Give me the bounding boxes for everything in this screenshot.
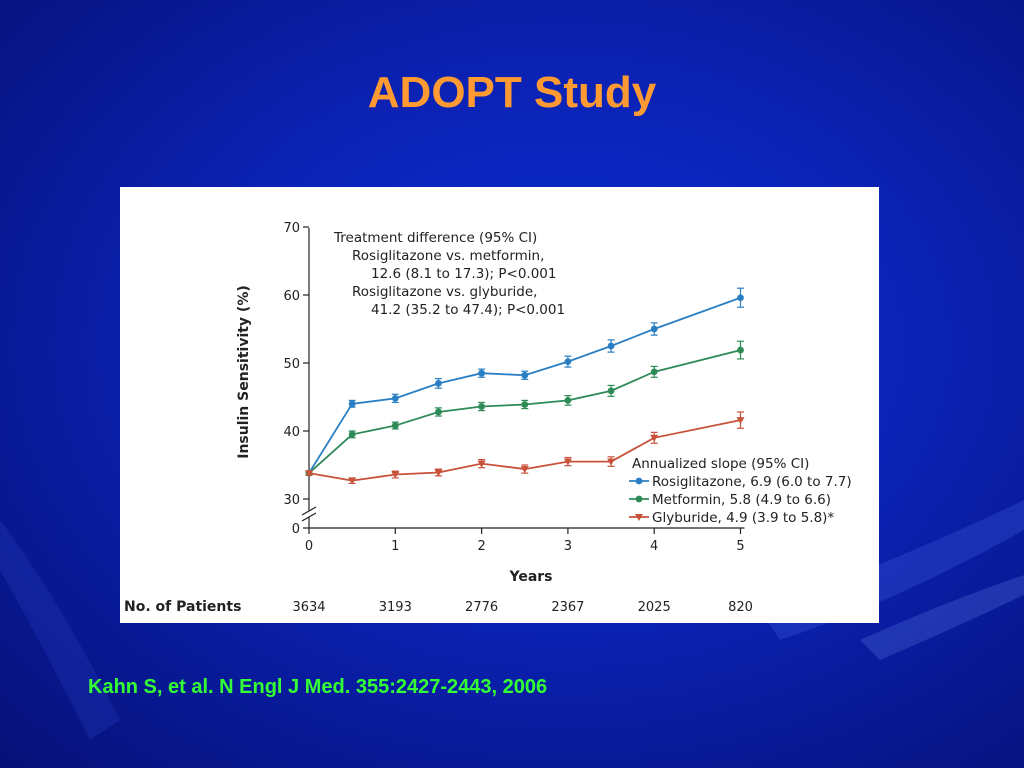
data-point	[564, 397, 572, 404]
x-tick-label: 4	[650, 539, 658, 554]
treatment-annotation-line: Treatment difference (95% CI)	[333, 230, 537, 246]
treatment-annotation-line: Rosiglitazone vs. metformin,	[352, 248, 544, 264]
data-point	[478, 369, 485, 377]
data-point	[650, 325, 658, 333]
data-point	[520, 466, 529, 474]
patients-count: 2367	[551, 600, 584, 615]
patients-count: 3634	[292, 600, 325, 615]
data-point	[434, 469, 443, 477]
y-tick-label: 30	[283, 493, 300, 508]
data-point	[305, 470, 313, 478]
x-axis-label: Years	[508, 569, 552, 585]
x-tick-label: 1	[391, 539, 399, 554]
patients-label: No. of Patients	[124, 599, 241, 615]
insulin-sensitivity-chart: 70 60 50 40 30 00 1 2 3 4 5 Years Insulin Sensitivit…	[124, 221, 852, 615]
x-tick-label: 2	[477, 539, 485, 554]
chart-panel: 70 60 50 40 30 0 0 1 2 3 4 5 Years Insulin Sensitivit…	[120, 187, 879, 623]
legend-swatch-marker	[635, 477, 643, 485]
data-point	[478, 403, 485, 410]
data-point	[607, 387, 615, 395]
legend-swatch-marker	[635, 495, 643, 503]
legend-label: Metformin, 5.8 (4.9 to 6.6)	[652, 492, 831, 508]
treatment-annotation-line: 41.2 (35.2 to 47.4); P<0.001	[371, 302, 565, 318]
y-tick-label: 60	[283, 289, 300, 304]
data-point	[607, 458, 616, 466]
legend-label: Glyburide, 4.9 (3.9 to 5.8)*	[652, 510, 834, 526]
series-line-1	[308, 296, 741, 474]
patients-count: 820	[728, 600, 753, 615]
legend-label: Rosiglitazone, 6.9 (6.0 to 7.7)	[652, 474, 852, 490]
data-point	[435, 408, 442, 416]
data-point	[391, 471, 400, 479]
legend-title: Annualized slope (95% CI)	[632, 456, 809, 472]
patients-count: 2776	[465, 600, 498, 615]
slide-title: ADOPT Study	[367, 68, 657, 117]
patients-count: 3193	[379, 600, 412, 615]
data-point	[391, 394, 399, 402]
series-line-2	[308, 349, 741, 474]
y-tick-label: 0	[292, 522, 300, 537]
series-line-3	[308, 419, 741, 482]
treatment-annotation-line: 12.6 (8.1 to 17.3); P<0.001	[371, 266, 557, 282]
x-tick-label: 0	[305, 539, 313, 554]
data-point	[391, 422, 399, 429]
axis-break-mark	[301, 512, 317, 522]
y-tick-label: 50	[283, 357, 300, 372]
data-point	[650, 368, 658, 376]
data-point	[521, 371, 529, 379]
data-point	[435, 380, 442, 387]
data-point	[737, 346, 744, 354]
data-point	[564, 358, 572, 366]
data-point	[348, 400, 356, 408]
x-tick-label: 5	[736, 539, 744, 554]
data-point	[607, 342, 615, 350]
y-tick-label: 40	[283, 425, 300, 440]
x-tick-label: 3	[564, 539, 572, 554]
data-point	[737, 294, 744, 302]
axis-break-mark	[301, 506, 317, 516]
data-point	[650, 434, 659, 442]
data-point	[563, 458, 572, 466]
legend-swatch-marker	[635, 514, 643, 521]
data-point	[348, 477, 357, 485]
data-point	[521, 401, 529, 408]
data-point	[348, 431, 356, 438]
treatment-annotation-line: Rosiglitazone vs. glyburide,	[352, 284, 537, 300]
patients-count: 2025	[638, 600, 671, 615]
y-axis-label: Insulin Sensitivity (%)	[236, 285, 252, 459]
citation: Kahn S, et al. N Engl J Med. 355:2427-24…	[88, 676, 548, 698]
y-tick-label: 70	[283, 221, 300, 236]
data-point	[477, 460, 486, 468]
data-point	[736, 417, 745, 425]
